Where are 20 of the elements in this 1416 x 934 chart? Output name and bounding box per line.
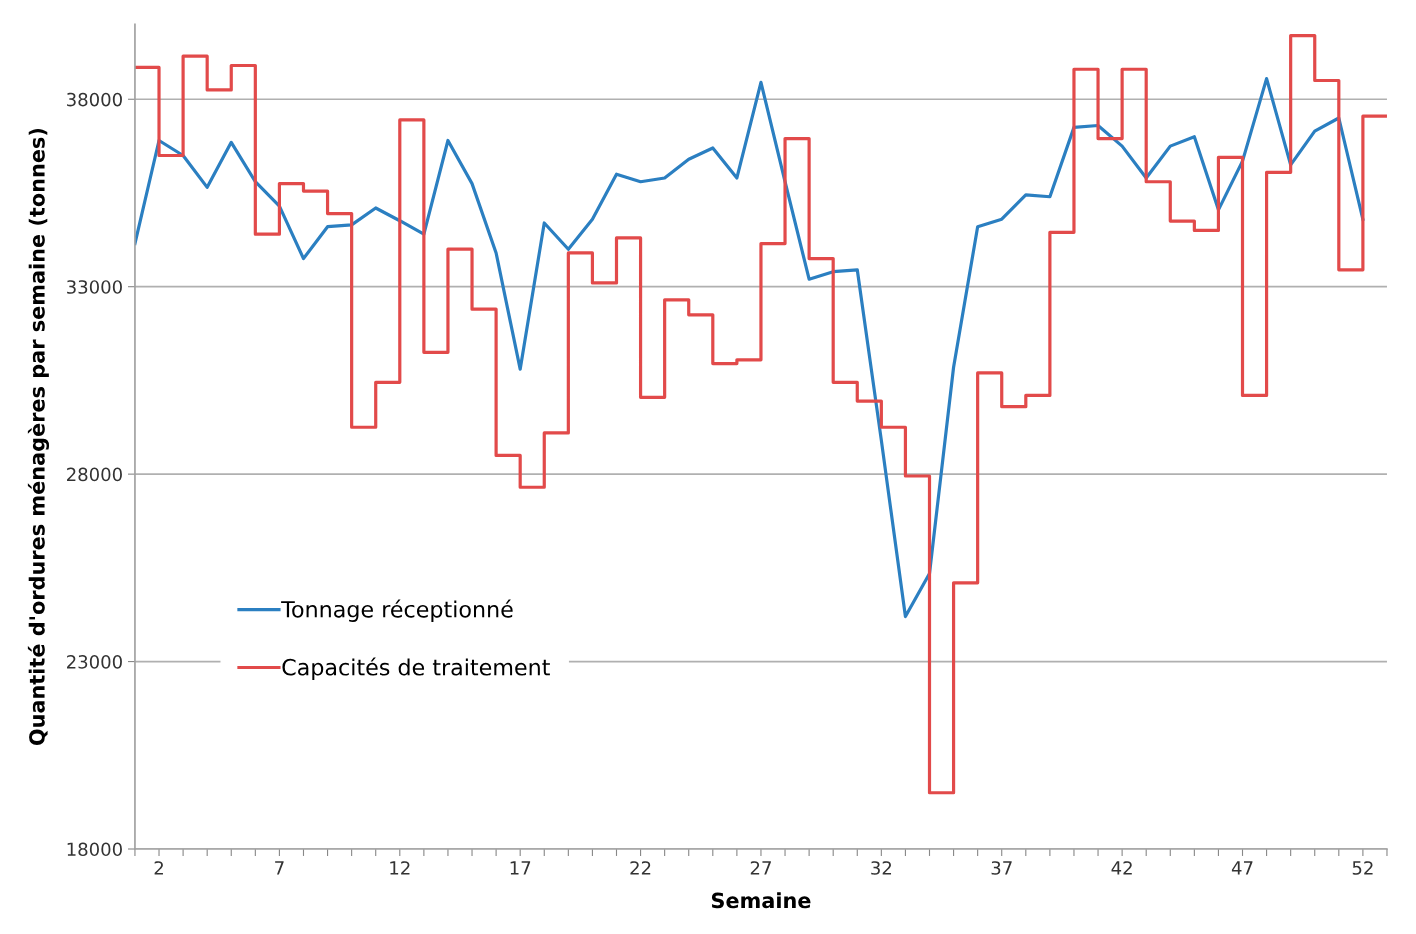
y-tick-label: 38000	[67, 92, 122, 107]
x-tick-label: 22	[630, 861, 651, 875]
y-tick-label: 33000	[67, 280, 122, 294]
x-tick-label: 17	[510, 861, 531, 875]
x-tick-label: 27	[750, 861, 771, 875]
y-axis-title: Quantité d'ordures ménagères par semaine (tonnes)	[27, 128, 50, 746]
legend-label: Tonnage réceptionné	[281, 599, 513, 622]
x-tick-label: 37	[991, 861, 1012, 875]
x-axis-title: Semaine	[711, 892, 811, 909]
x-tick-label: 32	[871, 861, 892, 875]
legend-label: Capacités de traitement	[282, 657, 550, 680]
x-tick-label: 2	[154, 861, 163, 875]
x-tick-label: 12	[390, 861, 410, 875]
x-tick-label: 42	[1111, 861, 1132, 875]
y-tick-label: 18000	[67, 842, 122, 857]
x-tick-label: 47	[1231, 861, 1253, 875]
y-tick-label: 23000	[67, 655, 122, 669]
x-tick-label: 7	[275, 861, 284, 875]
x-tick-label: 52	[1352, 861, 1373, 875]
y-tick-label: 28000	[67, 467, 122, 482]
